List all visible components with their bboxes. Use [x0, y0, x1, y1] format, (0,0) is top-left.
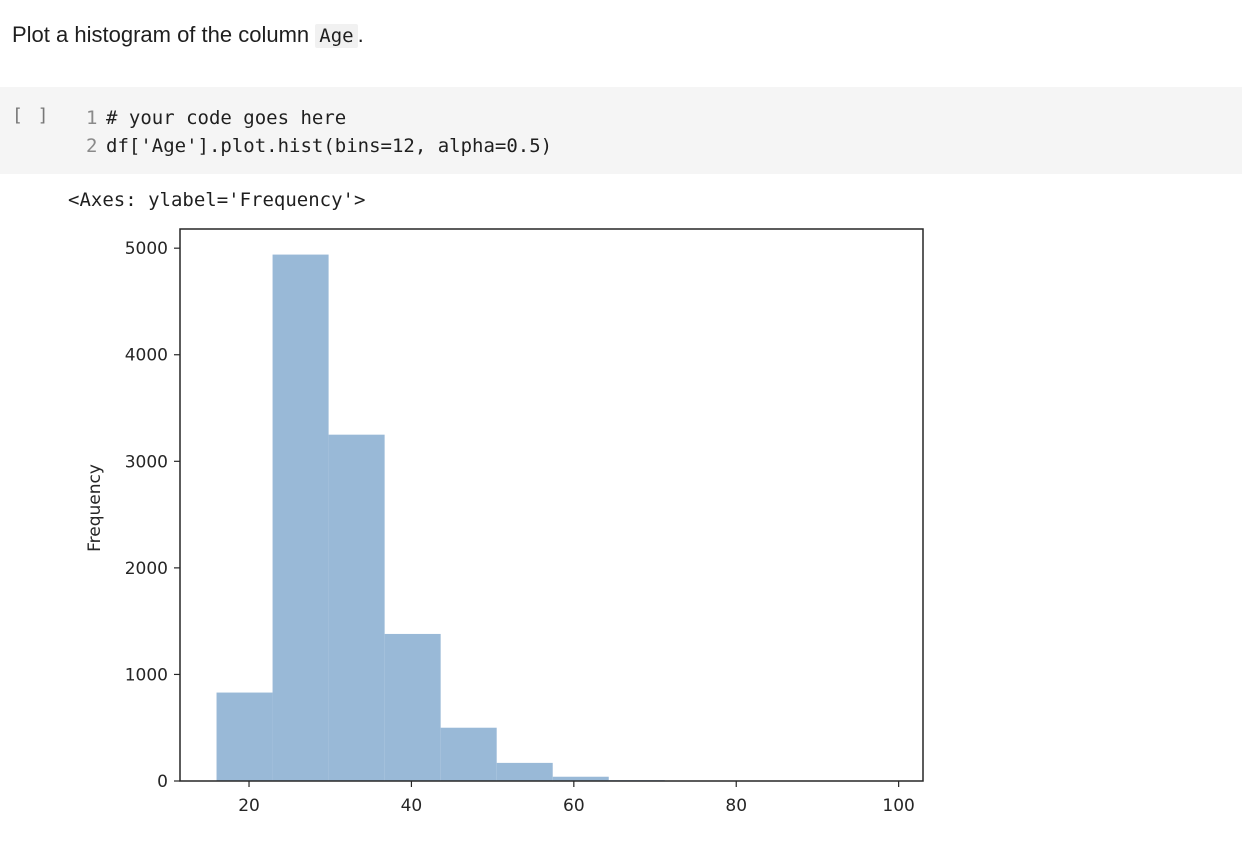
y-tick-label: 2000 — [125, 559, 168, 579]
output-repr: <Axes: ylabel='Frequency'> — [68, 189, 366, 211]
code-line: 1 # your code goes here — [86, 104, 552, 132]
inline-code: Age — [315, 24, 358, 48]
run-cell-button[interactable]: [ ] — [12, 105, 51, 126]
line-number: 1 — [86, 107, 98, 129]
plot-frame — [179, 228, 924, 782]
x-tick-label: 20 — [238, 796, 260, 816]
histogram-bar — [496, 762, 553, 781]
x-tick-label: 100 — [882, 796, 914, 816]
y-tick-label: 5000 — [125, 239, 168, 259]
y-tick-label: 4000 — [125, 346, 168, 366]
markdown-text: Plot a histogram of the column — [12, 22, 316, 47]
histogram-bar — [440, 727, 497, 781]
histogram-bar — [552, 776, 609, 781]
histogram-bar — [608, 780, 665, 781]
markdown-cell: Plot a histogram of the column Age. — [12, 20, 364, 51]
y-axis-label: Frequency — [85, 464, 105, 552]
y-tick-label: 0 — [157, 772, 168, 792]
code-text: # your code goes here — [106, 107, 347, 129]
histogram-bar — [216, 692, 273, 781]
histogram-bar — [272, 254, 329, 781]
code-text: df['Age'].plot.hist(bins=12, alpha=0.5) — [106, 135, 553, 157]
code-editor[interactable]: 1 # your code goes here 2 df['Age'].plot.h… — [86, 104, 552, 160]
x-tick-label: 60 — [563, 796, 585, 816]
code-cell[interactable]: [ ] 1 # your code goes here 2 df['Age'].pl… — [0, 87, 1242, 174]
histogram-bar — [384, 633, 441, 781]
histogram-bar — [328, 434, 385, 781]
code-line: 2 df['Age'].plot.hist(bins=12, alpha=0.5) — [86, 132, 552, 160]
markdown-text-end: . — [357, 22, 364, 47]
line-number: 2 — [86, 135, 98, 157]
bars-layer — [216, 254, 889, 781]
y-tick-label: 3000 — [125, 452, 168, 472]
x-tick-label: 40 — [401, 796, 423, 816]
x-tick-label: 80 — [725, 796, 747, 816]
y-tick-label: 1000 — [125, 665, 168, 685]
